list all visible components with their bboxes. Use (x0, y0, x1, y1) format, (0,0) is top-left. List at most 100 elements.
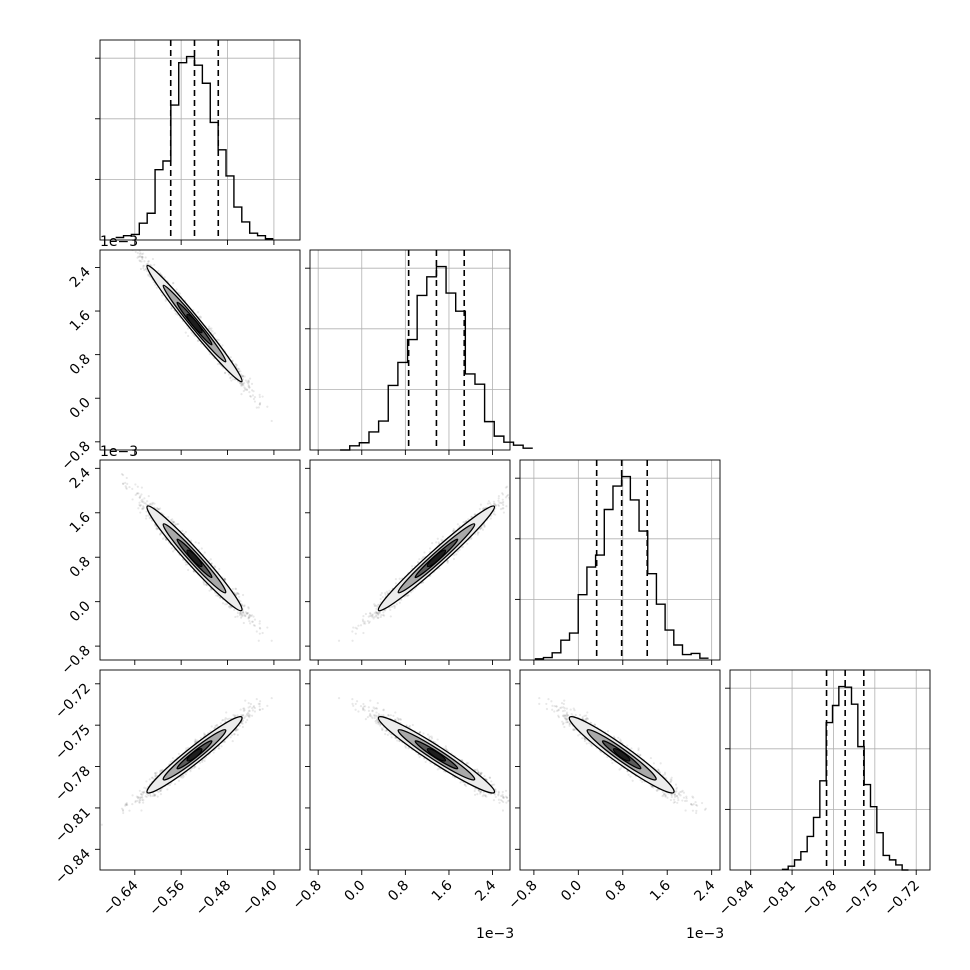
sample-point (251, 620, 255, 623)
sample-point (236, 592, 240, 595)
sample-point (182, 558, 185, 562)
sample-point (144, 256, 147, 259)
sample-point (229, 356, 232, 359)
sample-point (141, 256, 144, 259)
sample-point (145, 268, 148, 271)
sample-point (361, 618, 364, 621)
sample-point (125, 476, 128, 480)
sample-point (173, 521, 176, 524)
sample-point (138, 503, 141, 507)
sample-point (163, 536, 166, 539)
sample-point (229, 376, 232, 379)
sample-point (228, 604, 231, 608)
sample-point (143, 497, 146, 500)
sample-point (253, 618, 257, 621)
sample-point (375, 611, 379, 614)
sample-point (247, 381, 250, 384)
sample-point (247, 617, 250, 620)
sample-point (266, 626, 269, 629)
sample-point (187, 334, 190, 338)
sample-point (139, 511, 142, 514)
sample-point (355, 627, 359, 630)
y-tick-label: 0.8 (67, 554, 94, 581)
sample-point (223, 577, 226, 580)
sample-point (150, 502, 153, 505)
sample-point (259, 401, 262, 405)
sample-point (527, 487, 529, 489)
sample-point (172, 520, 175, 523)
sample-point (352, 626, 355, 629)
sample-point (175, 288, 178, 291)
sample-point (244, 615, 247, 618)
sample-point (140, 493, 143, 496)
sample-point (253, 624, 257, 627)
sample-point (376, 616, 379, 620)
sample-point (516, 483, 518, 485)
sample-point (146, 500, 149, 503)
sample-point (211, 330, 214, 333)
sample-point (178, 292, 182, 295)
sample-point (351, 630, 354, 633)
sample-point (206, 584, 209, 587)
sample-point (145, 263, 148, 266)
sample-point (261, 631, 264, 635)
sample-point (172, 520, 175, 523)
sample-point (167, 515, 170, 519)
sample-point (203, 583, 206, 586)
sample-point (458, 525, 461, 528)
sample-point (147, 273, 150, 276)
sample-point (243, 381, 246, 385)
y-tick-label: 1.6 (67, 307, 94, 334)
sample-point (208, 559, 211, 562)
sample-point (164, 538, 168, 541)
sample-point (176, 523, 179, 526)
sample-point (209, 329, 213, 332)
sample-point (377, 603, 380, 606)
sample-point (242, 384, 245, 387)
sample-point (120, 473, 124, 476)
sample-point (245, 612, 248, 615)
sample-point (135, 492, 139, 495)
sample-point (140, 252, 143, 256)
sample-point (242, 610, 245, 613)
sample-point (138, 259, 141, 262)
sample-point (151, 503, 154, 506)
sample-point (240, 615, 243, 618)
histogram-panel-0 (95, 39, 301, 241)
sample-point (246, 612, 249, 615)
sample-point (163, 276, 166, 279)
sample-point (207, 327, 210, 330)
sample-point (243, 604, 246, 607)
x-axis-0-1 (134, 450, 275, 455)
y-tick-label: −0.8 (58, 643, 93, 678)
y-tick-label: 1.6 (67, 509, 94, 536)
sample-point (446, 560, 449, 563)
sample-point (234, 362, 237, 365)
x-axis-0-0 (134, 240, 275, 245)
sample-point (216, 363, 219, 366)
sample-point (169, 518, 173, 522)
sample-point (199, 315, 202, 318)
sample-point (248, 619, 251, 623)
sample-point (231, 378, 235, 381)
sample-point (238, 595, 241, 598)
sample-point (235, 593, 238, 597)
sample-point (223, 372, 227, 375)
sample-point (172, 282, 175, 285)
sample-point (502, 503, 505, 507)
sample-point (174, 523, 177, 526)
sample-point (249, 395, 252, 398)
sample-point (200, 547, 203, 550)
sample-point (224, 371, 227, 374)
sample-point (379, 615, 382, 619)
sample-point (142, 252, 145, 255)
sample-point (406, 594, 409, 597)
sample-point (241, 382, 244, 385)
sample-point (155, 528, 158, 531)
panel-frame (99, 459, 301, 661)
sample-point (150, 264, 153, 267)
sample-point (236, 615, 239, 618)
sample-point (258, 622, 261, 625)
sample-point (497, 497, 500, 500)
sample-point (136, 492, 139, 495)
